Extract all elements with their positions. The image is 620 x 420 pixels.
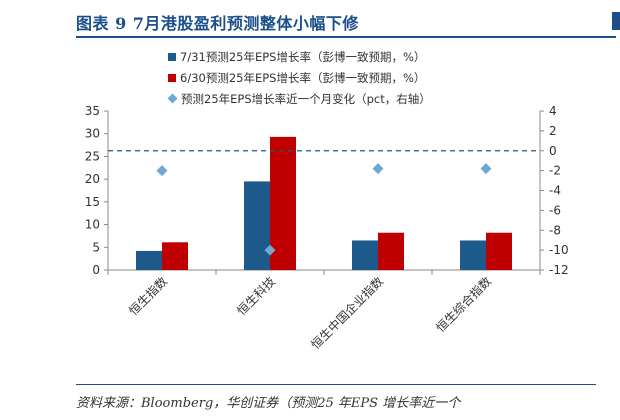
right-tick-label: -10 xyxy=(549,243,569,257)
right-tick-label: -12 xyxy=(549,263,569,277)
chart-legend: 7/31预测25年EPS增长率（彭博一致预期，%） 6/30预测25年EPS增长… xyxy=(167,46,431,109)
right-tick-label: -4 xyxy=(549,184,561,198)
left-tick-label: 20 xyxy=(85,172,100,186)
x-category-label: 恒生科技 xyxy=(234,274,278,318)
left-tick-label: 10 xyxy=(85,218,100,232)
figure-title: 图表 9 7月港股盈利预测整体小幅下修 xyxy=(76,14,359,33)
bar-series-a xyxy=(460,240,486,270)
legend-label-series-c: 预测25年EPS增长率近一个月变化（pct，右轴） xyxy=(181,91,431,106)
legend-swatch-series-b xyxy=(168,73,176,82)
bar-series-b xyxy=(270,136,296,270)
footer-rule xyxy=(76,384,596,385)
left-tick-label: 5 xyxy=(92,240,100,254)
legend-label-series-b: 6/30预测25年EPS增长率（彭博一致预期，%） xyxy=(180,70,426,85)
right-tick-label: 2 xyxy=(549,124,557,138)
scatter-point-series-c xyxy=(264,244,276,256)
scatter-point-series-c xyxy=(480,163,492,175)
x-category-label: 恒生综合指数 xyxy=(433,274,495,336)
bar-series-a xyxy=(136,250,162,270)
right-tick-label: 0 xyxy=(549,144,557,158)
x-category-label: 恒生指数 xyxy=(126,274,171,319)
legend-label-series-a: 7/31预测25年EPS增长率（彭博一致预期，%） xyxy=(180,49,426,64)
adjacent-panel-edge xyxy=(612,12,620,30)
left-tick-label: 0 xyxy=(92,263,100,277)
left-tick-label: 25 xyxy=(85,149,100,163)
right-tick-label: -2 xyxy=(549,164,561,178)
legend-item-series-b: 6/30预测25年EPS增长率（彭博一致预期，%） xyxy=(168,67,431,88)
legend-item-series-c: 预测25年EPS增长率近一个月变化（pct，右轴） xyxy=(167,88,431,109)
left-tick-label: 15 xyxy=(85,195,100,209)
bar-series-a xyxy=(244,181,270,270)
right-tick-label: 4 xyxy=(549,104,557,118)
bar-series-a xyxy=(352,240,378,270)
title-bar: 图表 9 7月港股盈利预测整体小幅下修 xyxy=(76,8,616,38)
scatter-point-series-c xyxy=(156,165,168,177)
right-tick-label: -8 xyxy=(549,223,561,237)
bar-series-b xyxy=(378,232,404,270)
bar-series-b xyxy=(162,242,188,270)
x-category-label: 恒生中国企业指数 xyxy=(308,274,386,352)
right-tick-label: -6 xyxy=(549,203,561,217)
left-tick-label: 35 xyxy=(85,104,100,118)
source-note: 资料来源：Bloomberg，华创证券（预测25 年EPS 增长率近一个 xyxy=(76,396,461,411)
legend-swatch-series-a xyxy=(168,52,176,61)
bar-series-b xyxy=(486,232,512,270)
legend-item-series-a: 7/31预测25年EPS增长率（彭博一致预期，%） xyxy=(168,46,431,67)
left-tick-label: 30 xyxy=(85,127,100,141)
scatter-point-series-c xyxy=(372,163,384,175)
